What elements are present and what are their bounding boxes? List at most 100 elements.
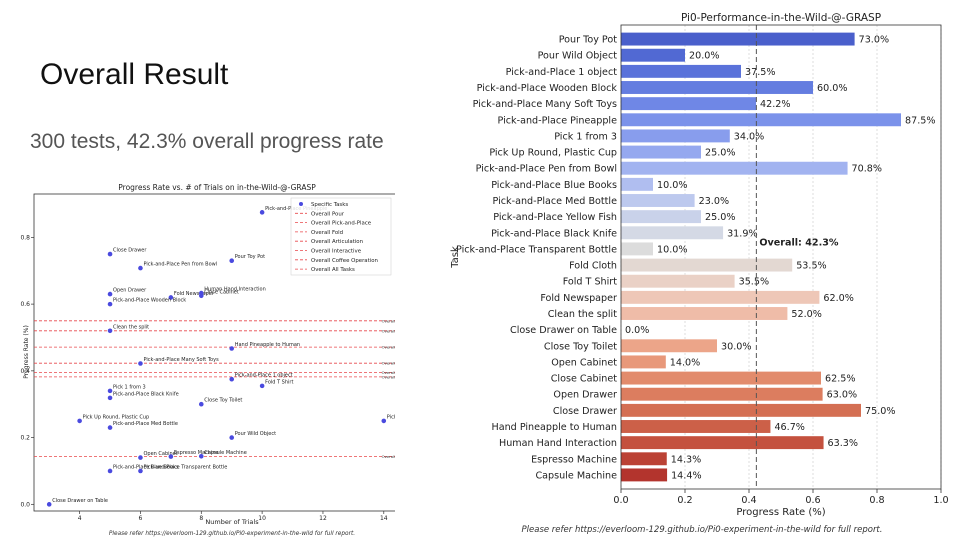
bar-value-label: 70.8% <box>852 164 882 175</box>
bar <box>621 387 823 401</box>
scatter-point-label: Clean the split <box>113 324 149 330</box>
bar-value-label: 46.7% <box>774 422 804 433</box>
scatter-point-label: Capsule Machine <box>204 450 247 456</box>
scatter-point-label: Close Drawer on Table <box>52 498 108 504</box>
bar-value-label: 63.3% <box>828 438 858 449</box>
bar-category-label: Pick-and-Place Pen from Bowl <box>476 164 617 175</box>
scatter-overall-line-label: Overall Coffee Operation: 14 <box>382 454 395 459</box>
bar-value-label: 25.0% <box>705 212 735 223</box>
scatter-point-label: Pick-and-Place Blue Books <box>113 464 179 470</box>
bar <box>621 32 855 46</box>
bar-category-label: Pick-and-Place 1 object <box>506 67 618 78</box>
scatter-legend-box <box>290 197 392 276</box>
bar <box>621 129 730 143</box>
scatter-overall-line-label: Overall All Tasks: 42.3% <box>382 361 395 366</box>
slide-title: Overall Result <box>40 58 229 91</box>
scatter-point-label: Pick-and-Place Black Knife <box>113 391 179 397</box>
bar-category-label: Pick 1 from 3 <box>554 131 617 142</box>
scatter-legend-label: Overall Articulation <box>311 239 363 245</box>
scatter-legend: Specific Tasks Overall Pour Overall Pick-a… <box>290 197 392 276</box>
scatter-ytick-label: 0.6 <box>20 301 30 308</box>
bar <box>621 307 788 320</box>
bar-chart-panel: Pi0-Performance-in-the-Wild-@-GRASP Pour… <box>440 2 960 540</box>
bar-category-label: Pick-and-Place Wooden Block <box>477 83 618 94</box>
bar-category-label: Hand Pineapple to Human <box>492 422 618 433</box>
bar-category-label: Clean the split <box>548 309 617 320</box>
bar <box>621 81 813 94</box>
bar-value-label: 87.5% <box>905 115 935 126</box>
bar-value-label: 14.4% <box>671 470 701 481</box>
scatter-point <box>138 468 143 474</box>
bar-value-label: 52.0% <box>791 309 821 320</box>
bar-value-label: 60.0% <box>817 83 847 94</box>
bar-category-label: Pick-and-Place Transparent Bottle <box>456 244 617 255</box>
scatter-xtick-label: 6 <box>139 515 143 522</box>
scatter-point <box>107 291 113 297</box>
scatter-point <box>198 401 204 407</box>
scatter-point <box>138 455 143 460</box>
bar-value-label: 75.0% <box>865 406 895 417</box>
bar-category-label: Pour Wild Object <box>538 51 618 62</box>
scatter-point-label: Pick-and-Place Wooden Block <box>113 298 186 304</box>
scatter-overall-line-label: Overall Fold: 47.1% <box>382 345 395 350</box>
scatter-legend-label: Overall Interactive <box>311 249 362 255</box>
bar <box>621 226 724 240</box>
scatter-point <box>107 301 113 307</box>
bar-value-label: 73.0% <box>859 35 889 46</box>
bar-value-label: 53.5% <box>796 261 826 272</box>
bar-category-label: Pour Toy Pot <box>559 35 618 46</box>
bar-category-label: Pick-and-Place Pineapple <box>498 115 618 126</box>
scatter-ytick-label: 0.0 <box>20 501 30 508</box>
bar-value-label: 14.0% <box>670 357 700 368</box>
bar <box>621 64 741 78</box>
scatter-point-label: Close Drawer <box>113 248 147 254</box>
scatter-legend-label: Overall Fold <box>311 230 343 236</box>
bar <box>621 97 757 111</box>
scatter-point <box>107 388 113 394</box>
bar-category-label: Pick-and-Place Blue Books <box>491 180 617 191</box>
scatter-point-label: Pick-and-Place Transparent Bottle <box>143 464 227 470</box>
scatter-xtick-label: 14 <box>380 515 388 522</box>
scatter-point-label: Human Hand Interaction <box>204 287 266 293</box>
scatter-point-label: Pour Toy Pot <box>235 254 265 260</box>
scatter-ytick-label: 0.4 <box>20 368 30 375</box>
bar-chart: Pi0-Performance-in-the-Wild-@-GRASP Pour… <box>450 12 949 535</box>
bar <box>621 420 771 433</box>
scatter-point <box>229 376 235 382</box>
scatter-point <box>198 453 204 459</box>
bar-category-label: Fold T Shirt <box>563 277 618 288</box>
bar-category-label: Pick-and-Place Black Knife <box>491 228 617 239</box>
bar-category-label: Fold Newspaper <box>540 293 617 304</box>
scatter-point <box>107 251 113 257</box>
bar-value-label: 14.3% <box>671 454 701 465</box>
bar <box>621 436 824 450</box>
scatter-legend-label: Overall Pick-and-Place <box>311 221 372 227</box>
scatter-point <box>107 395 113 401</box>
scatter-xtick-label: 12 <box>319 515 327 522</box>
bar-category-label: Open Cabinet <box>551 357 617 368</box>
bar-category-label: Close Drawer on Table <box>510 325 617 336</box>
scatter-point <box>229 346 235 351</box>
bar-category-label: Pick-and-Place Med Bottle <box>493 196 618 207</box>
bar-category-label: Open Drawer <box>553 390 617 401</box>
scatter-point-label: Open Cabinet <box>143 451 177 457</box>
scatter-xtick-label: 4 <box>78 515 82 522</box>
scatter-point-label: Open Drawer <box>113 288 147 294</box>
scatter-point-label: Close Cabinet <box>204 289 239 295</box>
scatter-point-label: Fold Newspaper <box>174 291 215 297</box>
bar-category-label: Pick-and-Place Yellow Fish <box>493 212 617 223</box>
scatter-point-label: Close Toy Toilet <box>204 398 242 404</box>
bar-xtick-label: 0.8 <box>869 495 884 506</box>
bar-xtick-label: 0.4 <box>741 495 756 506</box>
scatter-point <box>138 265 143 271</box>
scatter-point-label: Pick-and-Place Yellow Fish <box>387 414 395 420</box>
bar-value-label: 23.0% <box>699 196 729 207</box>
scatter-point-label: Pick-and-Place Med Bottle <box>113 421 178 427</box>
bar <box>621 452 667 466</box>
bar-value-label: 37.5% <box>745 67 775 78</box>
bar <box>621 339 717 353</box>
scatter-ytick-label: 0.2 <box>20 435 30 442</box>
scatter-legend-label: Specific Tasks <box>311 202 348 208</box>
scatter-legend-label: Overall All Tasks <box>311 267 355 273</box>
scatter-point-label: Fold T Shirt <box>265 379 293 385</box>
